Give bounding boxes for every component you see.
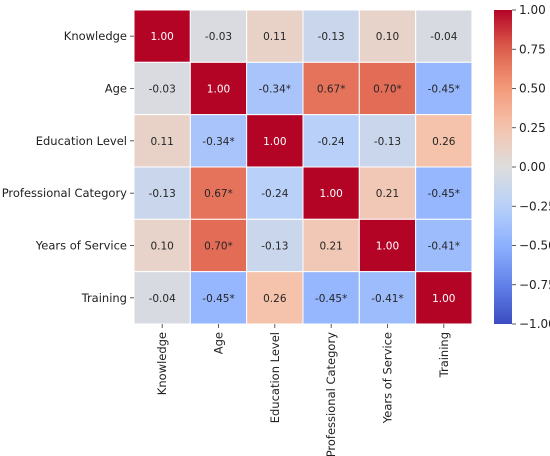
heatmap-cell-label: -0.13 — [374, 136, 401, 148]
heatmap-row-labels: Knowledge Age Education Level Professional … — [2, 29, 134, 305]
colorbar-tick-label: 0.75 — [519, 42, 546, 56]
heatmap-cell-label: -0.45* — [428, 83, 460, 95]
col-tick-label: Education Level — [268, 332, 282, 423]
heatmap-cell-label: -0.03 — [149, 83, 176, 95]
colorbar-tick-label: 0.00 — [519, 160, 546, 174]
col-tick-label: Training — [437, 332, 451, 378]
heatmap-cell — [302, 271, 360, 325]
heatmap-cell-label: -0.13 — [149, 188, 176, 200]
heatmap-cell — [415, 9, 473, 63]
heatmap-cell-label: -0.03 — [205, 31, 232, 43]
heatmap-cell-label: 0.21 — [376, 188, 399, 200]
heatmap-cell-label: 0.11 — [263, 31, 286, 43]
heatmap-cell — [358, 271, 417, 325]
heatmap-cell-label: 0.26 — [263, 293, 287, 305]
heatmap-cell-label: -0.13 — [261, 240, 288, 252]
heatmap-cell — [189, 166, 248, 220]
heatmap-cell — [358, 166, 417, 220]
heatmap-cell — [415, 114, 473, 168]
heatmap-cell-label: 0.10 — [376, 31, 399, 43]
heatmap-cell — [133, 166, 191, 220]
heatmap-cell — [302, 114, 360, 168]
colorbar-gradient — [494, 10, 512, 324]
heatmap-cell-label: 0.70* — [373, 83, 402, 95]
heatmap-cell-label: 0.67* — [317, 83, 346, 95]
heatmap-cell-label: -0.41* — [428, 240, 460, 252]
heatmap-cell-label: 1.00 — [376, 240, 399, 252]
heatmap-cell-label: -0.13 — [318, 31, 345, 43]
heatmap-cell-label: 1.00 — [263, 136, 286, 148]
heatmap-cell-label: 0.70* — [204, 240, 233, 252]
heatmap-cell — [133, 9, 191, 63]
heatmap-cells: 1.00 -0.03 0.11 -0.13 0.10 -0.04 -0.03 1.00 -0.3… — [133, 9, 473, 325]
heatmap-cell — [415, 61, 473, 116]
row-tick-label: Professional Category — [2, 186, 127, 200]
heatmap-cell — [302, 218, 360, 273]
heatmap-cell — [133, 271, 191, 325]
heatmap-cell-label: -0.24 — [318, 136, 345, 148]
heatmap-cell-label: 1.00 — [432, 293, 455, 305]
heatmap-cell-label: -0.41* — [371, 293, 403, 305]
heatmap-cell-label: -0.34* — [259, 83, 291, 95]
col-tick-label: Knowledge — [155, 332, 169, 395]
heatmap-cell — [189, 61, 248, 116]
heatmap-cell — [302, 61, 360, 116]
colorbar-tick-label: −0.50 — [519, 239, 550, 253]
heatmap-cell-label: 1.00 — [319, 188, 342, 200]
heatmap-cell-label: 0.21 — [319, 240, 342, 252]
heatmap-cell-label: 1.00 — [207, 83, 230, 95]
heatmap-cell — [246, 9, 304, 63]
heatmap-cell — [133, 218, 191, 273]
heatmap-cell-label: 1.00 — [150, 31, 173, 43]
heatmap-cell-label: -0.34* — [202, 136, 234, 148]
colorbar-tick-label: −0.75 — [519, 278, 550, 292]
colorbar-tick-label: 0.25 — [519, 121, 546, 135]
heatmap-cell — [302, 166, 360, 220]
heatmap-cell — [189, 9, 248, 63]
heatmap-cell-label: -0.45* — [315, 293, 347, 305]
heatmap-cell-label: -0.04 — [149, 293, 176, 305]
colorbar: 1.00 0.75 0.50 0.25 0.00 −0.25 −0.50 −0.75 −1.00 — [494, 3, 550, 331]
heatmap-cell — [415, 271, 473, 325]
heatmap-col-labels: Knowledge Age Education Level Professional … — [155, 323, 451, 456]
colorbar-tick-label: 1.00 — [519, 3, 546, 17]
heatmap-cell — [415, 218, 473, 273]
colorbar-ticks: 1.00 0.75 0.50 0.25 0.00 −0.25 −0.50 −0.75 −1.00 — [512, 3, 550, 331]
heatmap-cell-label: -0.04 — [430, 31, 457, 43]
col-tick-label: Professional Category — [324, 332, 338, 456]
colorbar-tick-label: −1.00 — [519, 317, 550, 331]
heatmap-cell-label: 0.67* — [204, 188, 233, 200]
heatmap-cell-label: 0.10 — [150, 240, 173, 252]
heatmap-cell-label: 0.11 — [150, 136, 173, 148]
heatmap-cell — [415, 166, 473, 220]
row-tick-label: Knowledge — [64, 29, 127, 43]
heatmap-cell — [246, 218, 304, 273]
heatmap-cell — [358, 114, 417, 168]
col-tick-label: Years of Service — [380, 332, 394, 424]
row-tick-label: Education Level — [36, 134, 127, 148]
row-tick-label: Training — [81, 291, 127, 305]
row-tick-label: Age — [105, 81, 127, 95]
row-tick-label: Years of Service — [35, 238, 127, 252]
heatmap-cell-label: 0.26 — [432, 136, 456, 148]
col-tick-label: Age — [211, 332, 225, 354]
heatmap-cell — [358, 218, 417, 273]
heatmap-cell-label: -0.45* — [202, 293, 234, 305]
heatmap-cell — [189, 114, 248, 168]
colorbar-tick-label: 0.50 — [519, 82, 546, 96]
heatmap-cell-label: -0.24 — [261, 188, 288, 200]
heatmap-cell — [246, 166, 304, 220]
colorbar-tick-label: −0.25 — [519, 199, 550, 213]
heatmap-cell-label: -0.45* — [428, 188, 460, 200]
